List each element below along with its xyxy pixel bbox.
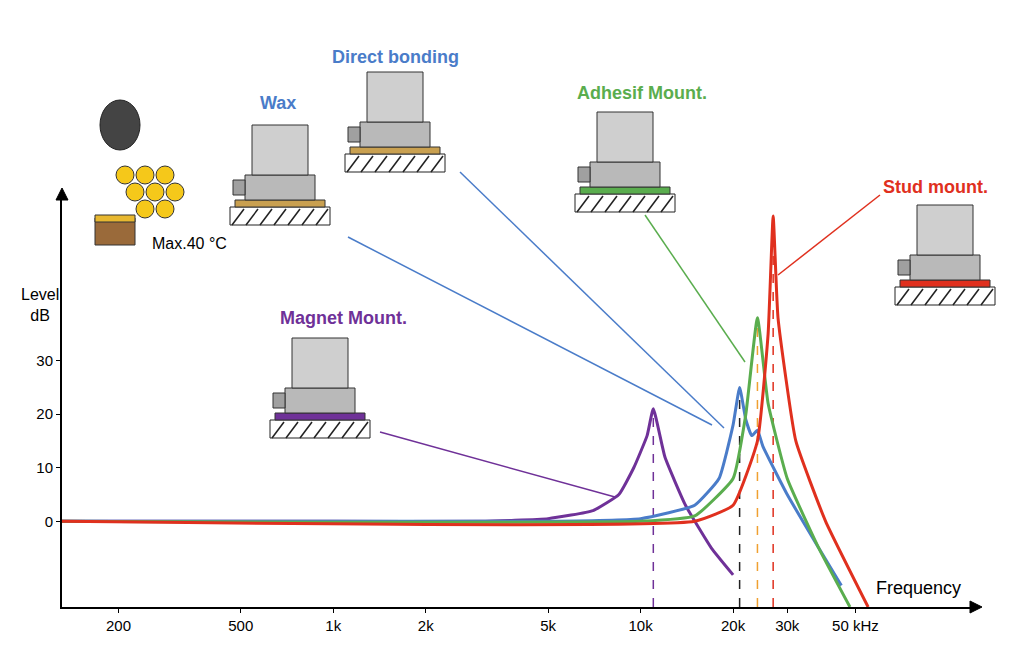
svg-text:Frequency: Frequency — [876, 578, 961, 598]
svg-text:10k: 10k — [628, 617, 653, 634]
svg-text:Wax: Wax — [260, 93, 296, 113]
svg-text:2k: 2k — [418, 617, 434, 634]
svg-text:1k: 1k — [325, 617, 341, 634]
svg-text:200: 200 — [106, 617, 131, 634]
svg-text:0: 0 — [45, 513, 53, 530]
svg-text:10: 10 — [36, 459, 53, 476]
svg-text:Direct bonding: Direct bonding — [332, 47, 459, 67]
svg-text:Magnet Mount.: Magnet Mount. — [280, 308, 407, 328]
svg-text:20k: 20k — [721, 617, 746, 634]
svg-text:Adhesif Mount.: Adhesif Mount. — [577, 83, 707, 103]
svg-text:50 kHz: 50 kHz — [832, 617, 879, 634]
svg-text:Stud mount.: Stud mount. — [883, 177, 988, 197]
svg-text:500: 500 — [228, 617, 253, 634]
svg-text:20: 20 — [36, 405, 53, 422]
svg-text:Max.40 °C: Max.40 °C — [152, 235, 227, 252]
svg-text:30k: 30k — [775, 617, 800, 634]
svg-text:30: 30 — [36, 352, 53, 369]
svg-text:LeveldB: LeveldB — [21, 286, 59, 324]
svg-text:5k: 5k — [540, 617, 556, 634]
